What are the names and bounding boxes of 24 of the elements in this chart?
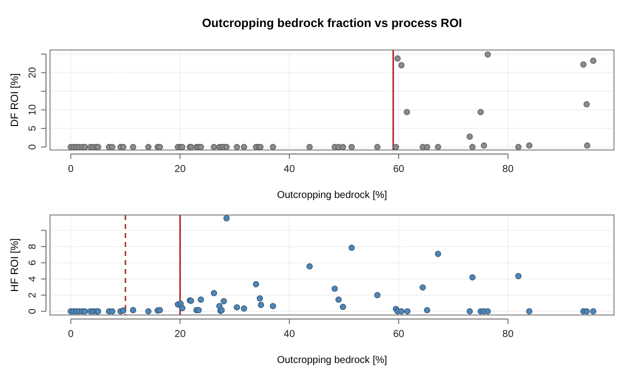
y-axis-title: DF ROI [%] bbox=[9, 73, 21, 127]
x-axis-title: Outcropping bedrock [%] bbox=[276, 355, 388, 366]
y-tick-label: 6 bbox=[28, 260, 38, 266]
y-tick-label: 8 bbox=[28, 243, 38, 250]
x-tick-label: 0 bbox=[68, 329, 74, 340]
x-tick-label: 80 bbox=[502, 164, 514, 175]
y-tick-label: 0 bbox=[28, 308, 38, 314]
y-tick-label: 5 bbox=[28, 125, 38, 132]
x-tick-label: 20 bbox=[174, 164, 186, 175]
x-tick-label: 80 bbox=[502, 329, 514, 340]
y-tick-label: 10 bbox=[28, 104, 38, 116]
y-tick-label: 4 bbox=[28, 276, 38, 282]
x-tick-label: 0 bbox=[68, 164, 74, 175]
y-tick-label: 20 bbox=[28, 66, 38, 78]
x-tick-label: 40 bbox=[284, 164, 296, 175]
x-tick-label: 60 bbox=[393, 164, 405, 175]
x-axis-title: Outcropping bedrock [%] bbox=[276, 190, 388, 201]
y-axis-title: HF ROI [%] bbox=[9, 238, 21, 292]
y-tick-label: 2 bbox=[28, 292, 38, 298]
x-tick-label: 20 bbox=[174, 329, 186, 340]
y-tick-label: 0 bbox=[28, 144, 38, 150]
x-tick-label: 40 bbox=[284, 329, 296, 340]
x-tick-label: 60 bbox=[393, 329, 405, 340]
chart-title: Outcropping bedrock fraction vs process ROI bbox=[202, 16, 462, 30]
